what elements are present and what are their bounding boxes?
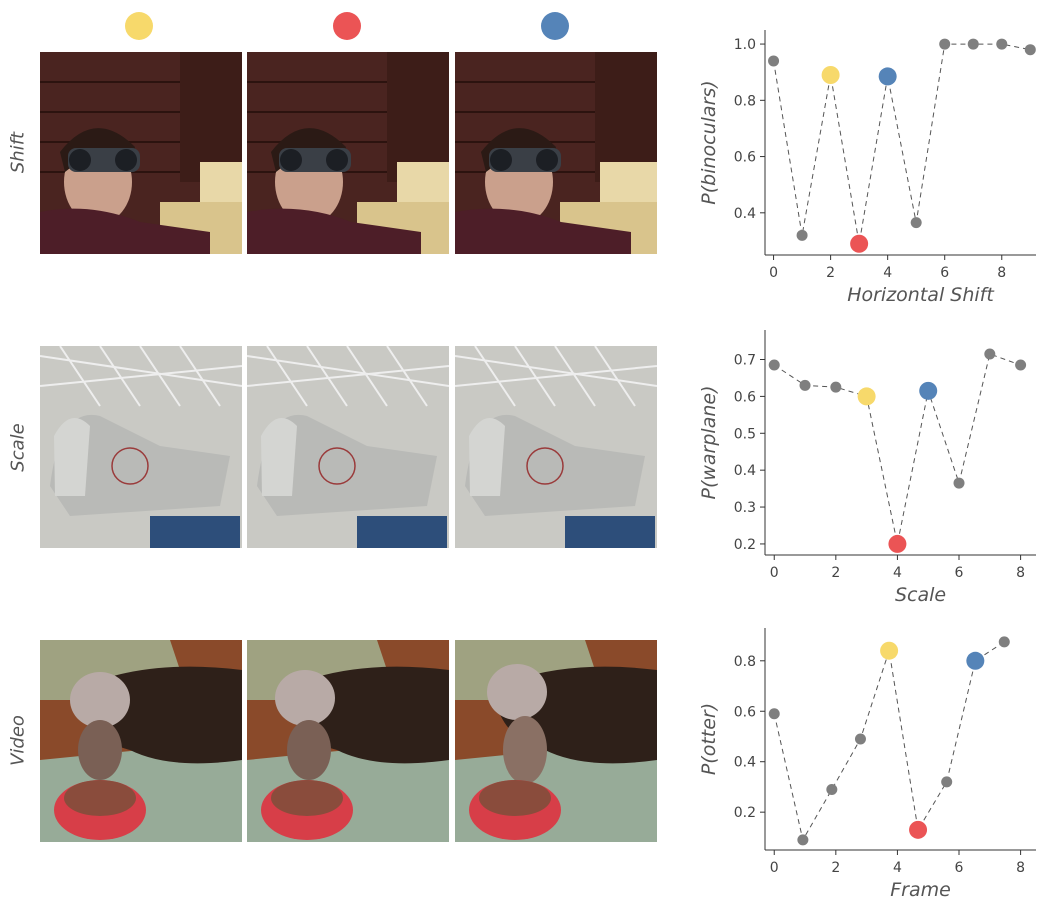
y-tick-label-2-1: 0.4 — [734, 755, 756, 771]
video-frame-2 — [247, 640, 449, 842]
y-axis-label-0: P(binoculars) — [698, 80, 720, 204]
x-tick-label-0-0: 0 — [769, 265, 778, 281]
red-marker-dot — [333, 12, 361, 40]
x-axis-label-1: Scale — [895, 584, 946, 606]
x-tick-label-2-4: 8 — [1016, 860, 1025, 876]
data-point-2-1 — [797, 834, 809, 846]
data-point-2-8 — [998, 636, 1010, 648]
shift-image-3 — [455, 52, 657, 254]
data-point-2-2 — [826, 783, 838, 795]
x-tick-label-2-3: 6 — [955, 860, 964, 876]
series-line-1 — [773, 353, 1021, 545]
data-point-2-3 — [854, 733, 866, 745]
series-line-2 — [773, 641, 1005, 842]
x-tick-label-0-3: 6 — [940, 265, 949, 281]
data-point-0-0 — [768, 55, 780, 67]
blue-point-2-7 — [966, 651, 985, 670]
red-point-0-3 — [850, 234, 869, 253]
x-tick-label-2-2: 4 — [893, 860, 902, 876]
y-tick-label-1-4: 0.6 — [734, 389, 756, 405]
x-axis-label-2: Frame — [890, 879, 951, 900]
y-tick-label-1-0: 0.2 — [734, 537, 756, 553]
y-tick-label-0-3: 1.0 — [734, 37, 756, 53]
y-tick-label-2-3: 0.8 — [734, 654, 756, 670]
data-point-1-2 — [830, 381, 842, 393]
data-point-1-7 — [984, 348, 996, 360]
data-point-1-8 — [1015, 359, 1027, 371]
shift-image-1 — [40, 52, 242, 254]
video-frame-3 — [455, 640, 657, 842]
y-axis-label-1: P(warplane) — [698, 386, 720, 500]
blue-point-0-4 — [878, 67, 897, 86]
data-point-0-1 — [796, 229, 808, 241]
scale-image-3 — [455, 346, 657, 548]
x-tick-label-0-2: 4 — [883, 265, 892, 281]
video-frame-1 — [40, 640, 242, 842]
data-point-0-9 — [1024, 44, 1036, 56]
x-tick-label-2-0: 0 — [770, 860, 779, 876]
x-tick-label-1-1: 2 — [831, 565, 840, 581]
x-tick-label-2-1: 2 — [831, 860, 840, 876]
x-tick-label-1-4: 8 — [1016, 565, 1025, 581]
x-tick-label-1-0: 0 — [770, 565, 779, 581]
y-tick-label-1-5: 0.7 — [734, 353, 756, 369]
shift-image-2 — [247, 52, 449, 254]
yellow-point-0-2 — [821, 66, 840, 84]
red-point-1-4 — [888, 534, 907, 553]
x-tick-label-0-1: 2 — [826, 265, 835, 281]
blue-marker-dot — [541, 12, 569, 40]
data-point-0-8 — [996, 38, 1008, 50]
y-tick-label-1-3: 0.5 — [734, 426, 756, 442]
yellow-point-1-3 — [857, 387, 876, 406]
y-tick-label-1-1: 0.3 — [734, 500, 756, 516]
data-point-0-6 — [939, 38, 951, 50]
y-tick-label-0-1: 0.6 — [734, 150, 756, 166]
red-point-2-5 — [909, 820, 928, 839]
y-tick-label-2-0: 0.2 — [734, 805, 756, 821]
series-line-0 — [773, 43, 1031, 244]
y-axis-label-2: P(otter) — [698, 703, 720, 775]
data-point-1-6 — [953, 477, 965, 489]
x-tick-label-1-3: 6 — [955, 565, 964, 581]
x-tick-label-1-2: 4 — [893, 565, 902, 581]
data-point-0-7 — [967, 38, 979, 50]
data-point-2-0 — [768, 708, 780, 720]
yellow-marker-dot — [125, 12, 153, 40]
blue-point-1-5 — [919, 381, 938, 400]
data-point-1-0 — [768, 359, 780, 371]
yellow-point-2-4 — [880, 641, 899, 660]
y-tick-label-1-2: 0.4 — [734, 463, 756, 479]
data-point-2-6 — [941, 776, 953, 788]
x-axis-label-0: Horizontal Shift — [847, 284, 995, 306]
scale-image-2 — [247, 346, 449, 548]
y-tick-label-0-2: 0.8 — [734, 93, 756, 109]
scale-image-1 — [40, 346, 242, 548]
data-point-1-1 — [799, 379, 811, 391]
y-tick-label-2-2: 0.6 — [734, 704, 756, 720]
x-tick-label-0-4: 8 — [997, 265, 1006, 281]
y-tick-label-0-0: 0.4 — [734, 206, 756, 222]
data-point-0-5 — [910, 217, 922, 229]
